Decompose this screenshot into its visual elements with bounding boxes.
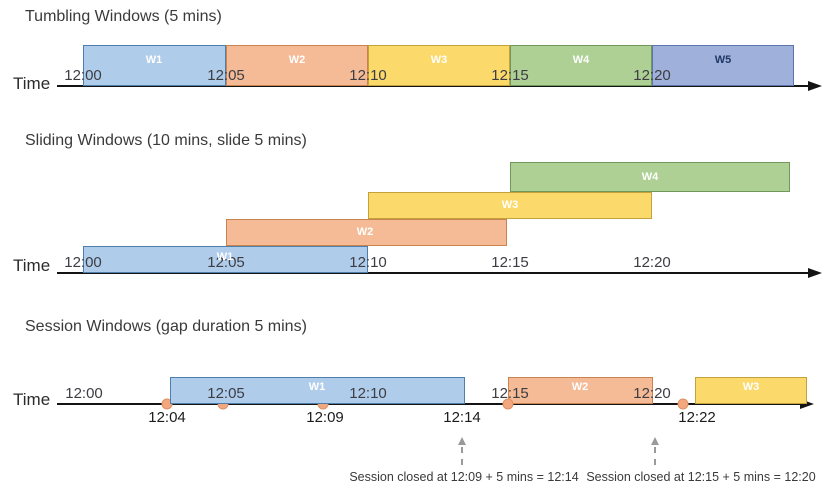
session-w2-label: W2	[571, 381, 589, 393]
tumbling-window-w1	[83, 45, 226, 86]
session-tick-1220: 12:20	[633, 385, 671, 402]
session-closed-note-1: Session closed at 12:09 + 5 mins = 12:14	[349, 470, 579, 484]
event-label-1209: 12:09	[306, 409, 344, 426]
session-closed-note-2: Session closed at 12:15 + 5 mins = 12:20	[586, 470, 816, 484]
sliding-tick-1210: 12:10	[349, 254, 387, 271]
tumbling-w4-label: W4	[572, 54, 590, 66]
session-window-w1	[170, 377, 465, 404]
tumbling-axis-line	[57, 85, 809, 87]
tumbling-tick-1200: 12:00	[64, 67, 102, 84]
session-window-w2	[508, 377, 653, 404]
session-axis-line	[57, 403, 801, 405]
callout-arrow-1214-icon	[458, 437, 466, 465]
tumbling-w2-label: W2	[288, 54, 306, 66]
sliding-axis-line	[57, 272, 809, 274]
tumbling-window-w3	[368, 45, 510, 86]
session-title: Session Windows (gap duration 5 mins)	[25, 318, 307, 335]
sliding-window-w3	[368, 192, 652, 219]
sliding-window-w4	[510, 162, 790, 192]
sliding-title: Sliding Windows (10 mins, slide 5 mins)	[25, 132, 307, 149]
tumbling-window-w2	[226, 45, 368, 86]
tumbling-tick-1215: 12:15	[491, 67, 529, 84]
event-dot-1222	[677, 398, 689, 410]
sliding-tick-1215: 12:15	[491, 254, 529, 271]
session-w3-label: W3	[742, 381, 760, 393]
tumbling-window-w5	[652, 45, 794, 86]
session-time-label: Time	[13, 390, 51, 409]
sliding-w4-label: W4	[641, 171, 659, 183]
tumbling-tick-1210: 12:10	[349, 67, 387, 84]
sliding-window-w2	[226, 219, 507, 246]
session-tick-1215: 12:15	[491, 385, 529, 402]
sliding-w2-label: W2	[356, 226, 374, 238]
callout-arrow-1220-icon	[651, 437, 659, 465]
sliding-time-label: Time	[13, 256, 51, 275]
session-tick-1205: 12:05	[207, 385, 245, 402]
tumbling-w1-label: W1	[145, 54, 163, 66]
session-tick-1200: 12:00	[65, 385, 103, 402]
sliding-tick-1205: 12:05	[207, 254, 245, 271]
tumbling-window-w4	[510, 45, 652, 86]
sliding-w3-label: W3	[501, 199, 519, 211]
sliding-axis-arrow-icon	[808, 268, 822, 278]
event-label-1204: 12:04	[148, 409, 186, 426]
tumbling-w5-label: W5	[714, 54, 732, 66]
tumbling-title: Tumbling Windows (5 mins)	[25, 8, 222, 25]
session-axis-arrow-icon	[800, 399, 814, 409]
event-dot-1204	[161, 398, 173, 410]
session-window-w3	[695, 377, 807, 404]
session-tick-1210: 12:10	[349, 385, 387, 402]
sliding-window-w1	[83, 246, 368, 273]
tumbling-tick-1205: 12:05	[207, 67, 245, 84]
tumbling-axis-arrow-icon	[808, 81, 822, 91]
sliding-w1-label: W1	[216, 251, 234, 263]
event-dot-1215	[502, 398, 514, 410]
event-label-1222: 12:22	[678, 409, 716, 426]
sliding-tick-1200: 12:00	[64, 254, 102, 271]
tumbling-w3-label: W3	[430, 54, 448, 66]
sliding-tick-1220: 12:20	[633, 254, 671, 271]
tumbling-tick-1220: 12:20	[633, 67, 671, 84]
tumbling-time-label: Time	[13, 74, 51, 93]
event-label-1214: 12:14	[443, 409, 481, 426]
session-w1-label: W1	[308, 381, 326, 393]
